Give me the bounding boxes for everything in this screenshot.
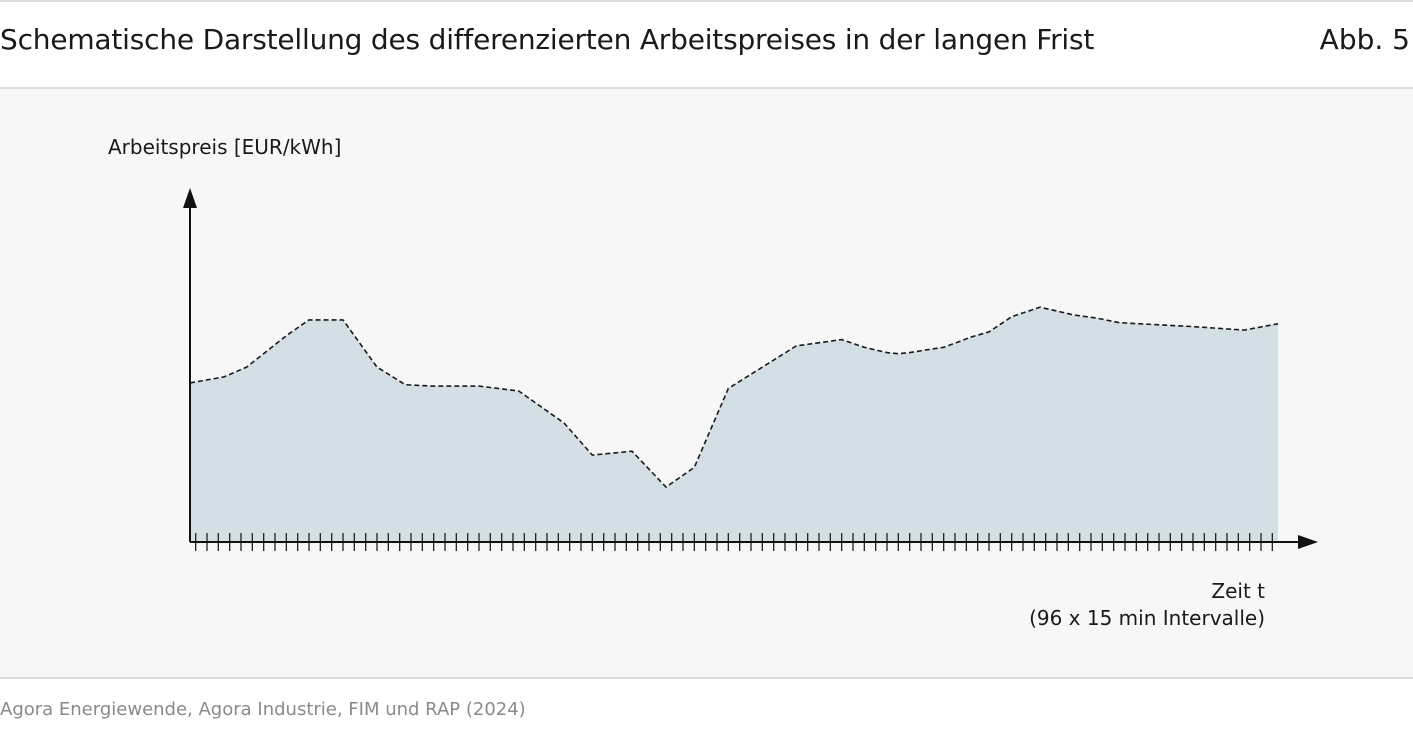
source-note: Agora Energiewende, Agora Industrie, FIM… <box>0 699 526 720</box>
figure-number: Abb. 5 <box>1319 23 1410 56</box>
price-line <box>189 306 1279 489</box>
top-rule <box>0 0 1413 2</box>
y-axis-arrow-icon <box>183 188 197 208</box>
x-axis-label-line1: Zeit t <box>1211 579 1265 603</box>
x-axis-label-line2: (96 x 15 min Intervalle) <box>1029 606 1265 630</box>
x-axis-arrow-icon <box>1298 535 1318 549</box>
y-axis-label: Arbeitspreis [EUR/kWh] <box>108 135 341 159</box>
price-area <box>190 307 1278 542</box>
figure-title: Schematische Darstellung des differenzie… <box>0 23 1095 56</box>
